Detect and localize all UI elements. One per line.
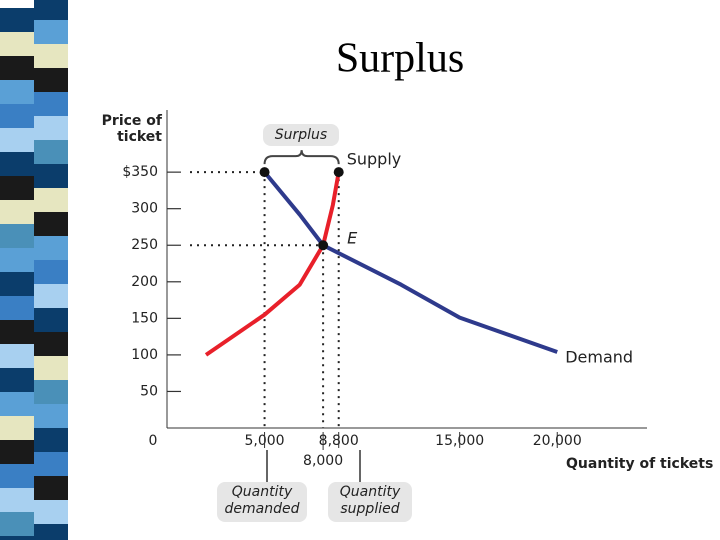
strip-square [0,8,34,32]
strip-square [0,56,34,80]
strip-square [34,20,68,44]
strip-square [34,404,68,428]
y-tick-label: 150 [131,310,158,326]
strip-square [0,320,34,344]
chart-title: Surplus [336,36,464,82]
series-label: Supply [347,150,402,169]
strip-square [0,224,34,248]
strip-square [34,68,68,92]
strip-square [0,152,34,176]
strip-square [34,188,68,212]
quantity-supplied-label: Quantity supplied [328,482,412,522]
strip-square [34,212,68,236]
series-label: Demand [565,347,633,366]
strip-square [34,452,68,476]
x-tick-label: 8,000 [303,453,343,469]
strip-square [34,428,68,452]
strip-square [0,272,34,296]
strip-square [34,356,68,380]
point [333,167,344,178]
y-tick-label: 250 [131,237,158,253]
strip-square [0,128,34,152]
quantity-demanded-label: Quantity demanded [217,482,307,522]
point [318,240,329,251]
y-tick-label: 100 [131,347,158,363]
decoration-strip [0,0,68,540]
y-tick-label: 200 [131,274,158,290]
strip-square [0,536,34,540]
strip-square [34,164,68,188]
x-axis-label: Quantity of tickets [566,456,713,472]
surplus-label: Surplus [263,124,339,146]
strip-square [34,0,68,20]
strip-square [0,368,34,392]
y-tick-label: 300 [131,201,158,217]
strip-square [34,524,68,540]
strip-square [34,260,68,284]
curve [263,170,558,354]
strip-square [34,92,68,116]
strip-square [0,80,34,104]
strip-square [34,140,68,164]
strip-square [0,392,34,416]
strip-square [0,344,34,368]
strip-square [34,308,68,332]
strip-square [0,32,34,56]
strip-square [0,464,34,488]
strip-square [0,440,34,464]
curve [204,171,341,357]
strip-square [34,44,68,68]
strip-square [34,236,68,260]
strip-square [0,176,34,200]
strip-square [34,116,68,140]
y-axis-label: Price of ticket [101,113,162,145]
strip-square [0,248,34,272]
strip-square [0,296,34,320]
strip-square [34,380,68,404]
surplus-brace [263,150,340,165]
strip-square [0,104,34,128]
strip-square [0,200,34,224]
y-tick-label: 0 [149,433,158,449]
strip-square [34,476,68,500]
point [259,167,270,178]
strip-square [0,488,34,512]
strip-square [34,332,68,356]
strip-square [0,512,34,536]
strip-square [34,284,68,308]
y-tick-label: $350 [122,164,158,180]
equilibrium-label: E [347,229,358,248]
strip-square [34,500,68,524]
strip-square [0,416,34,440]
y-tick-label: 50 [140,383,158,399]
